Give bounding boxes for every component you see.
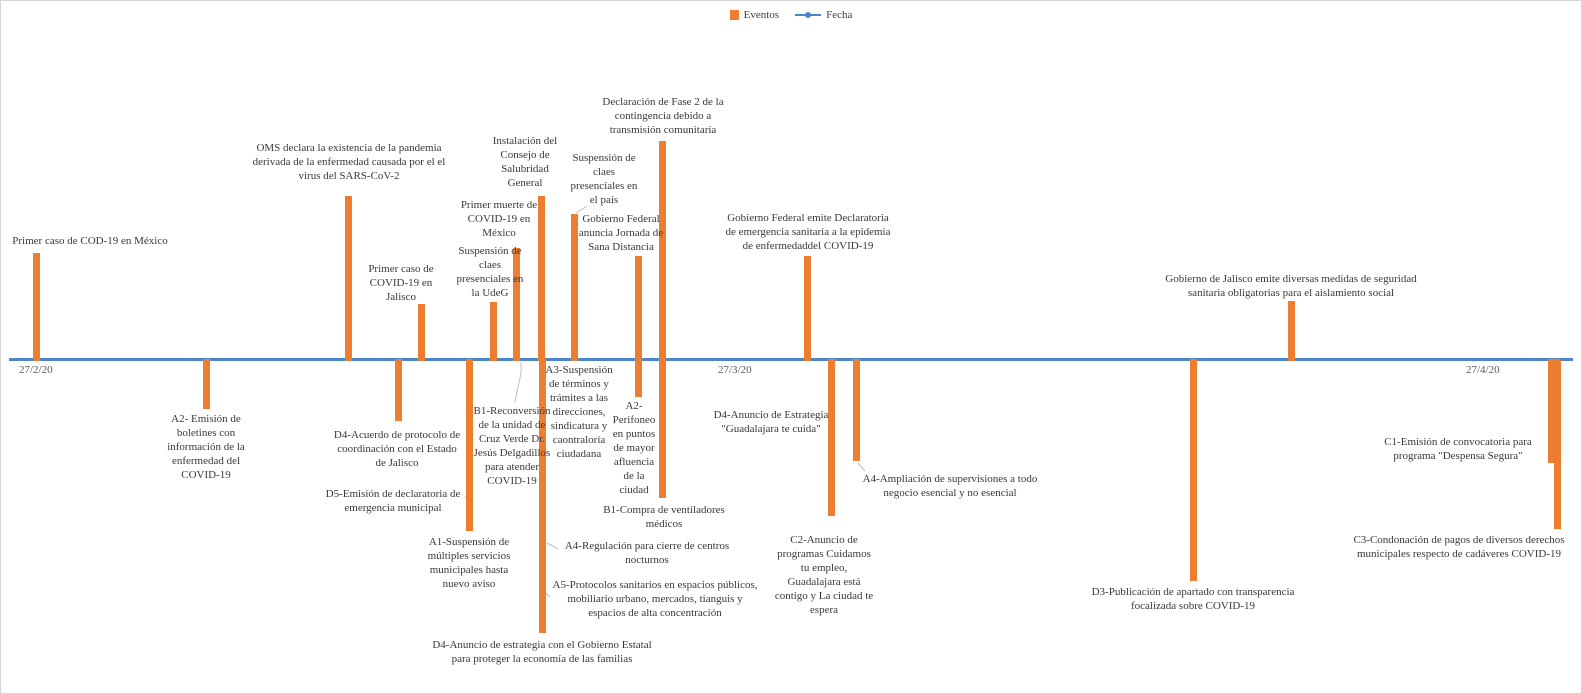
- event-bar-c3-condonacion-pagos: [1553, 359, 1561, 529]
- event-bar-a2-perifoneo: [634, 359, 642, 397]
- event-label-c3-condonacion-pagos: C3-Condonación de pagos de diversos dere…: [1353, 534, 1565, 561]
- axis-tick-27-2-20: 27/2/20: [19, 364, 53, 376]
- event-label-suspension-clases-pais: Suspensión de claes presenciales en el p…: [570, 152, 638, 207]
- event-bar-primera-muerte-mexico: [512, 248, 520, 361]
- leader-line-a4-ampliacion-supervisiones: [857, 462, 866, 472]
- event-bar-declaratoria-emergencia-sanitaria: [803, 256, 811, 361]
- axis-tick-27-4-20: 27/4/20: [1466, 364, 1500, 376]
- event-label-d4-guadalajara-te-cuida: D4-Anuncio de Estrategia "Guadalajara te…: [713, 409, 829, 436]
- event-label-a2-boletines: A2- Emisión de boletines con información…: [167, 413, 245, 482]
- event-label-primera-muerte-mexico: Primer muerte de COVID-19 en México: [460, 199, 538, 240]
- event-bar-suspension-clases-pais: [570, 214, 578, 361]
- legend-label-fecha: Fecha: [826, 9, 853, 21]
- legend-item-fecha: Fecha: [795, 9, 852, 21]
- event-bar-suspension-clases-udeg: [489, 302, 497, 361]
- leader-line-b1-cruz-verde: [514, 362, 522, 403]
- fecha-swatch-icon: [795, 12, 822, 18]
- eventos-swatch-icon: [729, 10, 739, 20]
- event-label-jalisco-medidas-seguridad: Gobierno de Jalisco emite diversas medid…: [1165, 273, 1417, 300]
- event-label-oms-pandemia: OMS declara la existencia de la pandemia…: [252, 142, 446, 183]
- event-label-a3-suspension-tramites: A3-Suspensión de términos y trámites a l…: [545, 364, 613, 461]
- event-label-a4-centros-nocturnos: A4-Regulación para cierre de centros noc…: [564, 540, 730, 567]
- event-label-c2-programas-empleo: C2-Anuncio de programas Cuidamos tu empl…: [774, 534, 874, 617]
- event-label-b1-ventiladores: B1-Compra de ventiladores médicos: [603, 504, 725, 531]
- event-label-a1-suspension-servicios: A1-Suspensión de múltiples servicios mun…: [427, 536, 511, 591]
- event-bar-oms-pandemia: [344, 196, 352, 361]
- event-label-a2-perifoneo: A2-Perifoneo en puntos de mayor afluenci…: [612, 400, 656, 497]
- event-label-b1-cruz-verde: B1-Reconversión de la unidad de Cruz Ver…: [473, 405, 551, 488]
- event-label-fase-2: Declaración de Fase 2 de la contingencia…: [602, 96, 724, 137]
- event-bar-d4-protocolo-jalisco: [394, 359, 402, 421]
- event-bar-primer-caso-mexico: [32, 253, 40, 361]
- event-bar-d4-estrategia-economia: [538, 359, 546, 633]
- event-label-d4-estrategia-economia: D4-Anuncio de estrategia con el Gobierno…: [432, 639, 652, 666]
- event-label-jornada-sana-distancia: Gobierno Federal anuncia Jornada de Sana…: [578, 213, 664, 254]
- event-bar-a4-ampliacion-supervisiones: [852, 359, 860, 461]
- event-label-a4-ampliacion-supervisiones: A4-Ampliación de supervisiones a todo ne…: [862, 473, 1038, 500]
- event-bar-jalisco-medidas-seguridad: [1287, 301, 1295, 361]
- event-bar-c1-despensa-segura: [1547, 359, 1555, 463]
- axis-tick-27-3-20: 27/3/20: [718, 364, 752, 376]
- event-label-d4-protocolo-jalisco: D4-Acuerdo de protocolo de coordinación …: [333, 429, 461, 470]
- event-bar-a2-boletines: [202, 359, 210, 409]
- event-label-d3-transparencia: D3-Publicación de apartado con transpare…: [1091, 586, 1295, 613]
- event-label-primer-caso-mexico: Primer caso de COD-19 en México: [12, 235, 168, 247]
- event-label-a5-protocolos-sanitarios: A5-Protocolos sanitarios en espacios púb…: [552, 579, 758, 620]
- chart-legend: Eventos Fecha: [1, 9, 1581, 21]
- event-bar-primer-caso-jalisco: [417, 304, 425, 361]
- event-bar-c2-programas-empleo: [827, 359, 835, 516]
- event-label-c1-despensa-segura: C1-Emisión de convocatoria para programa…: [1384, 436, 1532, 463]
- event-label-d5-declaratoria-municipal: D5-Emisión de declaratoria de emergencia…: [325, 488, 461, 515]
- event-bar-b1-ventiladores: [658, 359, 666, 498]
- event-label-declaratoria-emergencia-sanitaria: Gobierno Federal emite Declaratoria de e…: [725, 212, 891, 253]
- event-bar-consejo-salubridad: [537, 196, 545, 361]
- event-bar-d3-transparencia: [1189, 359, 1197, 581]
- event-label-suspension-clases-udeg: Suspensión de claes presenciales en la U…: [456, 245, 524, 300]
- event-bar-fase-2: [658, 141, 666, 361]
- legend-label-eventos: Eventos: [743, 9, 780, 21]
- event-label-primer-caso-jalisco: Primer caso de COVID-19 en Jalisco: [368, 263, 434, 304]
- fecha-marker-dot-icon: [805, 12, 812, 18]
- event-bar-jornada-sana-distancia: [634, 256, 642, 361]
- date-axis-line: [9, 358, 1573, 361]
- event-bar-a1-suspension-servicios: [465, 359, 473, 531]
- event-label-consejo-salubridad: Instalación del Consejo de Salubridad Ge…: [492, 135, 558, 190]
- legend-item-eventos: Eventos: [729, 9, 780, 21]
